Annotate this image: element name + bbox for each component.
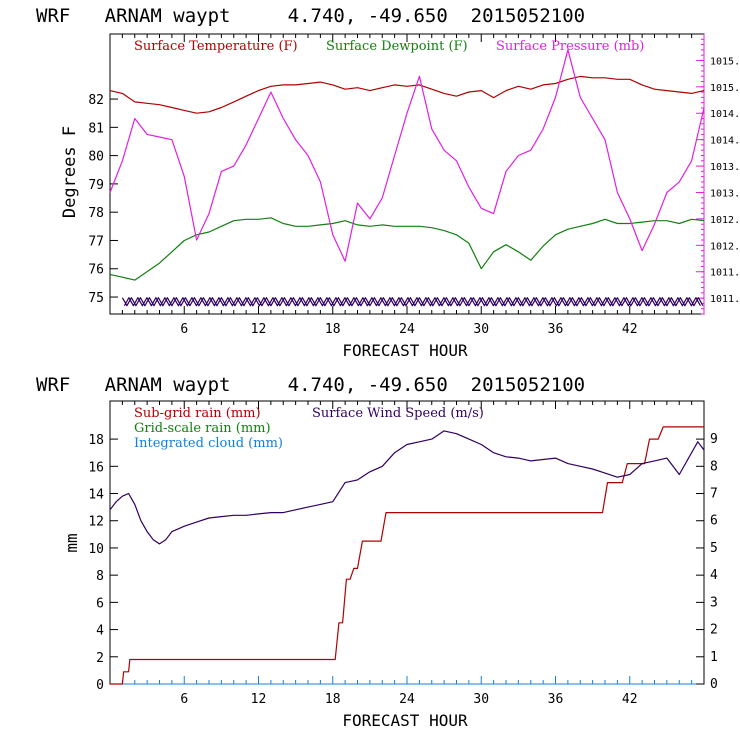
y-tick-label: 75 xyxy=(88,291,104,306)
y-tick-label: 81 xyxy=(88,121,104,136)
bottom-x-axis-label: FORECAST HOUR xyxy=(342,711,468,730)
y2-tick-label: 1013.0 xyxy=(710,188,740,199)
y2-tick-label: 1012.5 xyxy=(710,215,740,226)
x-tick-label: 24 xyxy=(399,692,415,707)
y2-tick-label: 1015.5 xyxy=(710,56,740,67)
y-tick-label: 6 xyxy=(96,596,104,611)
y2-tick-label: 1 xyxy=(710,650,718,665)
y2-tick-label: 1014.0 xyxy=(710,136,740,147)
y-tick-label: 10 xyxy=(88,542,104,557)
series-line-surface-dewpoint xyxy=(109,217,705,281)
x-tick-label: 6 xyxy=(180,322,188,337)
bottom-legend: Sub-grid rain (mm)Grid-scale rain (mm)In… xyxy=(134,406,484,451)
series-line-sub-grid-rain xyxy=(110,426,704,685)
y-tick-label: 8 xyxy=(96,569,104,584)
rain-chart: WRF ARNAM waypt 4.740, -49.650 201505210… xyxy=(36,374,718,730)
y2-tick-label: 4 xyxy=(710,568,718,583)
legend-entry-surface-wind-speed: Surface Wind Speed (m/s) xyxy=(312,406,484,421)
bottom-series-group xyxy=(109,426,705,685)
bottom-chart-title: WRF ARNAM waypt 4.740, -49.650 201505210… xyxy=(36,374,585,396)
x-tick-label: 42 xyxy=(622,322,638,337)
series-line-surface-pressure xyxy=(109,49,705,262)
x-tick-label: 42 xyxy=(622,692,638,707)
series-line-surface-wind-speed xyxy=(121,297,704,307)
x-tick-label: 12 xyxy=(251,692,267,707)
y-tick-label: 77 xyxy=(88,234,104,249)
y2-tick-label: 8 xyxy=(710,459,718,474)
y-tick-label: 80 xyxy=(88,150,104,165)
x-tick-label: 6 xyxy=(180,692,188,707)
y2-tick-label: 1015.0 xyxy=(710,83,740,94)
y-tick-label: 76 xyxy=(88,263,104,278)
x-tick-label: 30 xyxy=(473,692,489,707)
top-x-axis-label: FORECAST HOUR xyxy=(342,341,468,360)
y2-tick-label: 1011.5 xyxy=(710,268,740,279)
top-y-axis-label: Degrees F xyxy=(60,126,80,218)
y-tick-label: 4 xyxy=(96,624,104,639)
y2-tick-label: 5 xyxy=(710,541,718,556)
y-tick-label: 14 xyxy=(88,488,104,503)
y2-tick-label: 3 xyxy=(710,595,718,610)
top-plot-frame xyxy=(109,33,705,315)
legend-entry-surface-dewpoint: Surface Dewpoint (F) xyxy=(326,39,468,54)
legend-entry-surface-pressure: Surface Pressure (mb) xyxy=(496,39,644,54)
x-tick-label: 18 xyxy=(325,692,341,707)
x-tick-label: 18 xyxy=(325,322,341,337)
x-tick-label: 12 xyxy=(251,322,267,337)
y2-tick-label: 1014.5 xyxy=(710,109,740,120)
legend-entry-surface-temperature: Surface Temperature (F) xyxy=(134,39,298,54)
top-chart-title: WRF ARNAM waypt 4.740, -49.650 201505210… xyxy=(36,5,585,27)
y2-tick-label: 7 xyxy=(710,487,718,502)
series-line-surface-temperature xyxy=(109,75,705,114)
y2-tick-label: 2 xyxy=(710,623,718,638)
legend-entry-integrated-cloud: Integrated cloud (mm) xyxy=(134,436,283,451)
legend-entry-sub-grid-rain: Sub-grid rain (mm) xyxy=(134,406,261,421)
legend-entry-grid-scale-rain: Grid-scale rain (mm) xyxy=(134,421,271,436)
x-tick-label: 36 xyxy=(548,322,564,337)
y-tick-label: 12 xyxy=(88,515,104,530)
top-series-group xyxy=(109,49,705,307)
y2-tick-label: 0 xyxy=(710,677,718,692)
y-tick-label: 2 xyxy=(96,651,104,666)
temperature-chart: WRF ARNAM waypt 4.740, -49.650 201505210… xyxy=(36,5,740,360)
series-line-surface-wind-speed xyxy=(109,430,705,545)
y2-tick-label: 1012.0 xyxy=(710,241,740,252)
y2-tick-label: 6 xyxy=(710,514,718,529)
x-tick-label: 36 xyxy=(548,692,564,707)
y-tick-label: 79 xyxy=(88,178,104,193)
y2-tick-label: 1011.0 xyxy=(710,294,740,305)
y-tick-label: 82 xyxy=(88,93,104,108)
x-tick-label: 30 xyxy=(473,322,489,337)
y2-tick-label: 1013.5 xyxy=(710,162,740,173)
bottom-y-axis-label: mm xyxy=(62,533,81,552)
x-tick-label: 24 xyxy=(399,322,415,337)
y-tick-label: 0 xyxy=(96,678,104,693)
y2-tick-label: 9 xyxy=(710,432,718,447)
y-tick-label: 16 xyxy=(88,460,104,475)
y-tick-label: 18 xyxy=(88,433,104,448)
top-legend: Surface Temperature (F) Surface Dewpoint … xyxy=(134,39,644,54)
y-tick-label: 78 xyxy=(88,206,104,221)
